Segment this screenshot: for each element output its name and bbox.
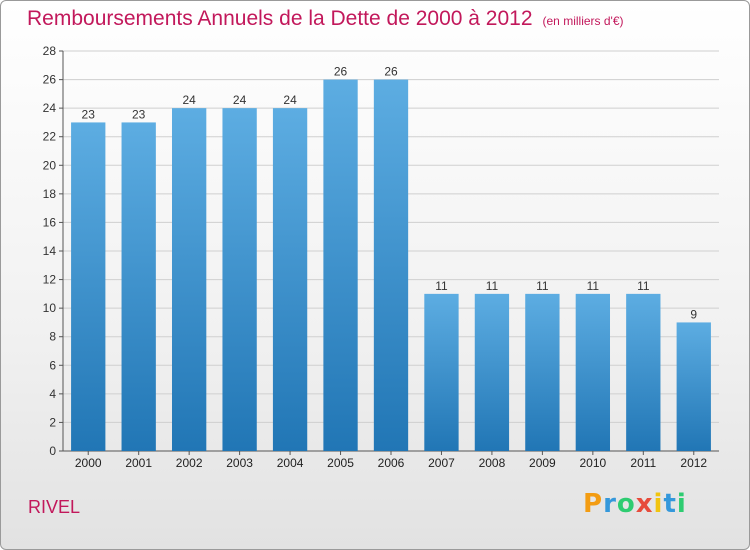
bar-value-label: 11 xyxy=(536,279,549,293)
x-tick-label: 2004 xyxy=(277,456,304,470)
x-tick-label: 2009 xyxy=(529,456,556,470)
y-tick-label: 4 xyxy=(49,387,56,401)
logo-letter: i xyxy=(676,489,687,519)
x-tick-label: 2005 xyxy=(327,456,354,470)
y-tick-label: 0 xyxy=(49,444,56,458)
bar-value-label: 23 xyxy=(82,107,96,121)
x-tick-label: 2010 xyxy=(579,456,606,470)
bar-2008 xyxy=(474,293,510,451)
bar-value-label: 11 xyxy=(435,279,448,293)
logo-letter: r xyxy=(603,489,617,519)
y-tick-label: 6 xyxy=(49,358,56,372)
x-tick-label: 2007 xyxy=(428,456,455,470)
location-label: RIVEL xyxy=(28,497,81,517)
y-tick-label: 2 xyxy=(49,415,56,429)
y-tick-label: 18 xyxy=(43,187,57,201)
x-tick-label: 2001 xyxy=(125,456,152,470)
chart-subtitle: (en milliers d'€) xyxy=(542,14,624,28)
bar-2009 xyxy=(525,293,560,451)
bar-2004 xyxy=(272,108,308,452)
bar-value-label: 11 xyxy=(587,279,600,293)
bar-value-label: 26 xyxy=(384,65,398,79)
logo-letter: o xyxy=(616,489,636,519)
bar-2005 xyxy=(323,79,358,452)
logo-letter: t xyxy=(663,489,677,519)
bar-value-label: 23 xyxy=(132,107,146,121)
bar-value-label: 26 xyxy=(334,65,348,79)
y-tick-label: 14 xyxy=(43,244,57,258)
x-tick-label: 2003 xyxy=(226,456,253,470)
bar-2003 xyxy=(222,108,257,452)
bar-value-label: 24 xyxy=(283,93,297,107)
bar-2012 xyxy=(676,322,711,451)
proxiti-logo: Proxiti xyxy=(583,489,687,519)
x-tick-label: 2008 xyxy=(479,456,506,470)
y-tick-label: 16 xyxy=(43,215,57,229)
bar-value-label: 11 xyxy=(486,279,499,293)
y-tick-label: 8 xyxy=(49,330,56,344)
bar-2007 xyxy=(424,293,459,451)
y-tick-label: 24 xyxy=(43,101,57,115)
bar-2011 xyxy=(626,293,661,451)
x-tick-label: 2000 xyxy=(75,456,102,470)
chart-title-text: Remboursements Annuels de la Dette de 20… xyxy=(27,7,533,30)
x-tick-label: 2006 xyxy=(378,456,405,470)
bar-value-label: 9 xyxy=(690,307,697,321)
logo-letter: x xyxy=(635,489,654,519)
bar-value-label: 24 xyxy=(182,93,196,107)
logo-letter: P xyxy=(583,489,604,519)
y-tick-label: 20 xyxy=(43,158,57,172)
bar-2010 xyxy=(575,293,611,451)
bar-value-label: 24 xyxy=(233,93,247,107)
bar-2002 xyxy=(171,108,207,452)
y-tick-label: 28 xyxy=(43,44,57,58)
chart-title: Remboursements Annuels de la Dette de 20… xyxy=(27,7,624,31)
bar-value-label: 11 xyxy=(637,279,650,293)
bar-2001 xyxy=(121,122,156,451)
x-tick-label: 2002 xyxy=(176,456,203,470)
y-tick-label: 12 xyxy=(43,273,57,287)
bar-2006 xyxy=(373,79,409,452)
x-tick-label: 2012 xyxy=(680,456,707,470)
bar-2000 xyxy=(71,122,106,451)
y-tick-label: 26 xyxy=(43,73,57,87)
logo-letter: i xyxy=(653,489,664,519)
y-tick-label: 22 xyxy=(43,130,57,144)
y-tick-label: 10 xyxy=(43,301,57,315)
x-tick-label: 2011 xyxy=(630,456,656,470)
